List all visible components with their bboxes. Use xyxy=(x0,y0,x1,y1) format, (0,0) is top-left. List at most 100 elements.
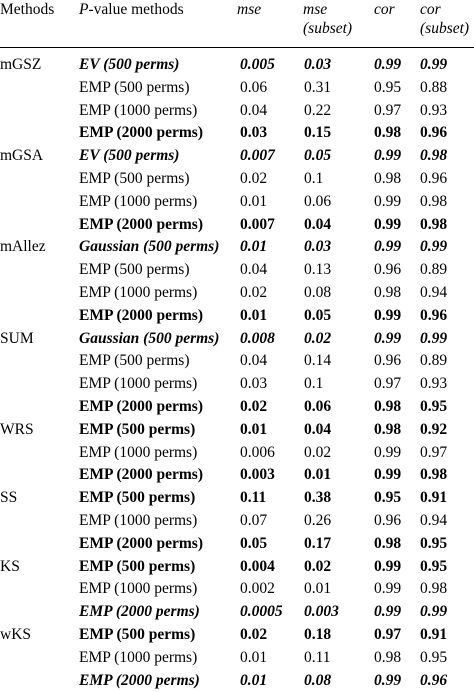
table-row: EMP (1000 perms) 0.07 0.26 0.96 0.94 xyxy=(0,510,474,533)
row-pvalue-method: EMP (1000 perms) xyxy=(79,375,198,393)
table-row: mGSA EV (500 perms) 0.007 0.05 0.99 0.98 xyxy=(0,145,474,168)
row-pvalue-method: EV (500 perms) xyxy=(79,56,180,73)
row-mse-value: 0.0005 xyxy=(240,603,283,621)
row-mse-value: 0.005 xyxy=(240,56,275,73)
row-mse-subset-value: 0.26 xyxy=(304,511,332,529)
row-cor-value: 0.99 xyxy=(374,192,402,210)
row-mse-subset-value: 0.03 xyxy=(304,56,332,73)
row-mse-subset-value: 0.02 xyxy=(304,329,332,347)
row-cor-subset-value: 0.95 xyxy=(420,397,448,415)
row-mse-value: 0.01 xyxy=(240,192,268,210)
row-mse-value: 0.03 xyxy=(240,375,268,393)
header-cor-subset-line1: cor xyxy=(420,1,441,18)
row-mse-subset-value: 0.1 xyxy=(304,375,324,393)
row-cor-subset-value: 0.96 xyxy=(420,671,448,689)
table-row: EMP (2000 perms) 0.03 0.15 0.98 0.96 xyxy=(0,122,474,145)
table-row: wKS EMP (500 perms) 0.02 0.18 0.97 0.91 xyxy=(0,624,474,647)
header-pvalue-rest: -value methods xyxy=(88,1,184,18)
row-mse-value: 0.01 xyxy=(240,238,268,256)
row-cor-value: 0.99 xyxy=(374,603,402,621)
row-cor-value: 0.99 xyxy=(374,147,402,165)
header-mse-subset-line2: (subset) xyxy=(303,20,353,37)
row-mse-subset-value: 0.06 xyxy=(304,192,332,210)
row-mse-subset-value: 0.05 xyxy=(304,147,332,165)
row-cor-subset-value: 0.91 xyxy=(420,489,448,507)
row-cor-value: 0.98 xyxy=(374,169,402,187)
row-cor-subset-value: 0.99 xyxy=(420,56,448,73)
row-cor-value: 0.98 xyxy=(374,534,402,552)
table-row: EMP (500 perms) 0.06 0.31 0.95 0.88 xyxy=(0,77,474,100)
row-mse-subset-value: 0.38 xyxy=(304,489,332,507)
row-mse-value: 0.02 xyxy=(240,169,268,187)
table-row: EMP (2000 perms) 0.0005 0.003 0.99 0.99 xyxy=(0,601,474,624)
row-group-label: mGSA xyxy=(0,147,44,165)
row-mse-value: 0.03 xyxy=(240,124,268,142)
row-mse-value: 0.01 xyxy=(240,306,268,324)
table-row: EMP (1000 perms) 0.01 0.11 0.98 0.95 xyxy=(0,647,474,670)
row-group-label: SUM xyxy=(0,329,34,347)
row-cor-subset-value: 0.95 xyxy=(420,534,448,552)
table-row: EMP (1000 perms) 0.01 0.06 0.99 0.98 xyxy=(0,191,474,214)
header-cor: cor xyxy=(374,1,395,18)
row-pvalue-method: EMP (2000 perms) xyxy=(79,603,200,621)
row-mse-value: 0.02 xyxy=(240,397,268,415)
row-pvalue-method: EMP (500 perms) xyxy=(79,625,196,643)
row-cor-value: 0.99 xyxy=(374,557,402,575)
row-mse-subset-value: 0.11 xyxy=(304,648,331,666)
row-pvalue-method: EMP (2000 perms) xyxy=(79,124,203,142)
row-cor-subset-value: 0.89 xyxy=(420,352,448,370)
row-cor-subset-value: 0.96 xyxy=(420,124,448,142)
row-mse-subset-value: 0.003 xyxy=(304,603,339,621)
row-mse-value: 0.04 xyxy=(240,101,268,119)
table-row: EMP (500 perms) 0.02 0.1 0.98 0.96 xyxy=(0,168,474,191)
table-row: KS EMP (500 perms) 0.004 0.02 0.99 0.95 xyxy=(0,556,474,579)
row-cor-subset-value: 0.96 xyxy=(420,169,448,187)
row-cor-subset-value: 0.95 xyxy=(420,557,448,575)
row-cor-subset-value: 0.93 xyxy=(420,375,448,393)
row-mse-value: 0.006 xyxy=(240,443,275,461)
row-cor-value: 0.95 xyxy=(374,78,402,96)
table-row: EMP (1000 perms) 0.04 0.22 0.97 0.93 xyxy=(0,100,474,123)
table-header: Methods P-value methods mse mse (subset)… xyxy=(0,0,474,44)
row-cor-value: 0.99 xyxy=(374,306,402,324)
row-mse-value: 0.05 xyxy=(240,534,268,552)
row-pvalue-method: EMP (2000 perms) xyxy=(79,671,200,689)
row-pvalue-method: EMP (1000 perms) xyxy=(79,511,198,529)
row-cor-value: 0.96 xyxy=(374,261,402,279)
header-cor-subset: cor (subset) xyxy=(420,0,469,38)
table-row: mGSZ EV (500 perms) 0.005 0.03 0.99 0.99 xyxy=(0,54,474,77)
row-mse-subset-value: 0.06 xyxy=(304,397,332,415)
table-row: SS EMP (500 perms) 0.11 0.38 0.95 0.91 xyxy=(0,487,474,510)
table-body: mGSZ EV (500 perms) 0.005 0.03 0.99 0.99 EMP (… xyxy=(0,54,474,692)
row-mse-subset-value: 0.03 xyxy=(304,238,332,256)
row-mse-value: 0.01 xyxy=(240,648,268,666)
row-cor-value: 0.99 xyxy=(374,215,402,233)
row-group-label: wKS xyxy=(0,625,32,643)
row-mse-subset-value: 0.31 xyxy=(304,78,332,96)
header-mse-subset: mse (subset) xyxy=(303,0,352,38)
row-pvalue-method: EMP (500 perms) xyxy=(79,352,190,370)
row-mse-value: 0.008 xyxy=(240,329,275,347)
row-mse-value: 0.11 xyxy=(240,489,267,507)
row-mse-subset-value: 0.01 xyxy=(304,466,332,484)
row-cor-value: 0.99 xyxy=(374,56,402,73)
row-pvalue-method: EMP (500 perms) xyxy=(79,557,196,575)
row-mse-value: 0.01 xyxy=(240,420,268,438)
row-cor-subset-value: 0.98 xyxy=(420,192,448,210)
row-cor-value: 0.96 xyxy=(374,352,402,370)
row-pvalue-method: EMP (2000 perms) xyxy=(79,397,203,415)
row-pvalue-method: EMP (500 perms) xyxy=(79,169,190,187)
table-row: EMP (500 perms) 0.04 0.13 0.96 0.89 xyxy=(0,259,474,282)
row-cor-value: 0.99 xyxy=(374,329,402,347)
row-cor-subset-value: 0.95 xyxy=(420,648,448,666)
row-pvalue-method: Gaussian (500 perms) xyxy=(79,329,220,347)
row-mse-subset-value: 0.1 xyxy=(304,169,324,187)
table-row: EMP (2000 perms) 0.007 0.04 0.99 0.98 xyxy=(0,214,474,237)
header-rule xyxy=(0,47,474,48)
row-pvalue-method: EMP (1000 perms) xyxy=(79,192,198,210)
row-cor-subset-value: 0.91 xyxy=(420,625,448,643)
row-group-label: mGSZ xyxy=(0,56,42,73)
row-cor-value: 0.98 xyxy=(374,420,402,438)
row-pvalue-method: EMP (500 perms) xyxy=(79,420,196,438)
row-cor-value: 0.99 xyxy=(374,443,402,461)
